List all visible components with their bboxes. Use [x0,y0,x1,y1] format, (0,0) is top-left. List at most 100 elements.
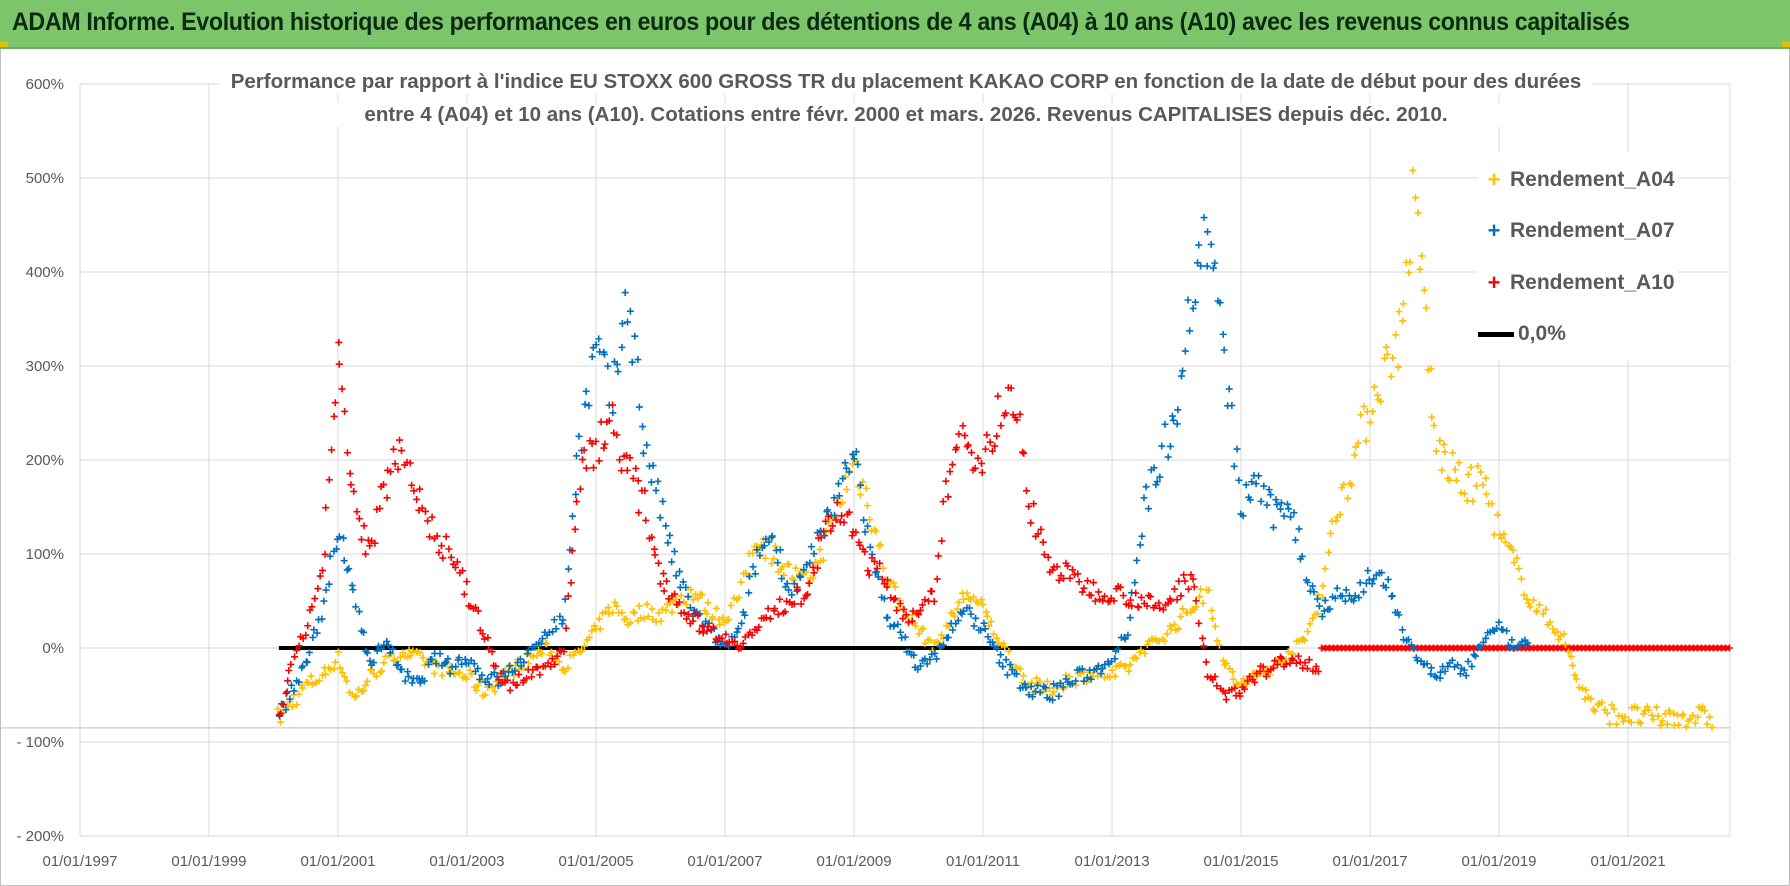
data-point [984,633,992,641]
plus-marker-icon: + [1487,167,1501,192]
legend: + Rendement_A04 + Rendement_A07 + Rendem… [1478,152,1678,360]
data-point [1244,677,1252,685]
data-point [406,459,414,467]
data-point [960,595,968,603]
data-point [295,690,303,698]
data-point [1036,677,1044,685]
data-point [1132,589,1140,597]
data-point [800,566,808,574]
data-point [1675,721,1683,729]
data-point [1340,480,1348,488]
data-point [1163,630,1171,638]
data-point [938,537,946,545]
data-point [1326,605,1334,613]
data-point [1002,409,1010,417]
data-point [590,464,598,472]
data-point [420,677,428,685]
x-tick-label: 01/01/1999 [171,853,246,870]
data-point [659,497,667,505]
legend-item-a04: + Rendement_A04 [1478,164,1675,196]
data-point [407,652,415,660]
data-point [864,522,872,530]
data-point [977,596,985,604]
data-point [1495,618,1503,626]
data-point [1325,548,1333,556]
data-point [1351,451,1359,459]
data-point [1509,546,1517,554]
data-point [779,563,787,571]
data-point [1587,695,1595,703]
data-point [1126,661,1134,669]
data-point [1138,532,1146,540]
data-point [1383,350,1391,358]
data-point [1524,639,1532,647]
data-point [908,617,916,625]
data-point [651,551,659,559]
data-point [1304,578,1312,586]
data-point [1007,384,1015,392]
data-point [1211,622,1219,630]
data-point [304,622,312,630]
data-point [1044,553,1052,561]
data-point [802,592,810,600]
data-point [453,558,461,566]
data-point [1657,721,1665,729]
data-point [506,662,514,670]
x-tick-label: 01/01/1997 [42,853,117,870]
data-point [1406,258,1414,266]
data-point [1691,719,1699,727]
data-point [470,660,478,668]
data-point [751,570,759,578]
data-point [1284,648,1292,656]
data-point [295,678,303,686]
data-point [739,639,747,647]
data-point [408,679,416,687]
data-point [288,703,296,711]
data-point [1382,343,1390,351]
data-point [1467,463,1475,471]
x-tick-label: 01/01/2013 [1075,853,1150,870]
data-point [671,590,679,598]
data-point [604,362,612,370]
data-point [316,572,324,580]
data-point [371,539,379,547]
data-point [944,633,952,641]
data-point [370,659,378,667]
data-point [1025,502,1033,510]
data-point [1080,584,1088,592]
data-point [1050,680,1058,688]
data-point [340,534,348,542]
data-point [1395,611,1403,619]
data-point [283,688,291,696]
data-point [810,569,818,577]
data-point [328,446,336,454]
data-point [1111,655,1119,663]
data-point [287,660,295,668]
data-point [814,564,822,572]
data-point [1398,626,1406,634]
data-point [1304,628,1312,636]
data-point [1179,605,1187,613]
data-point [990,630,998,638]
data-point [1097,670,1105,678]
data-point [1448,656,1456,664]
data-point [698,591,706,599]
data-point [1427,664,1435,672]
data-point [388,650,396,658]
data-point [745,589,753,597]
data-point [1407,641,1415,649]
data-point [727,601,735,609]
data-point [322,504,330,512]
data-point [654,477,662,485]
data-point [1360,588,1368,596]
data-point [362,681,370,689]
data-point [854,460,862,468]
data-point [600,350,608,358]
data-point [745,572,753,580]
data-point [360,687,368,695]
data-point [1053,563,1061,571]
y-tick-label: 0% [42,640,64,657]
data-point [1404,636,1412,644]
data-point [873,564,881,572]
data-point [442,533,450,541]
